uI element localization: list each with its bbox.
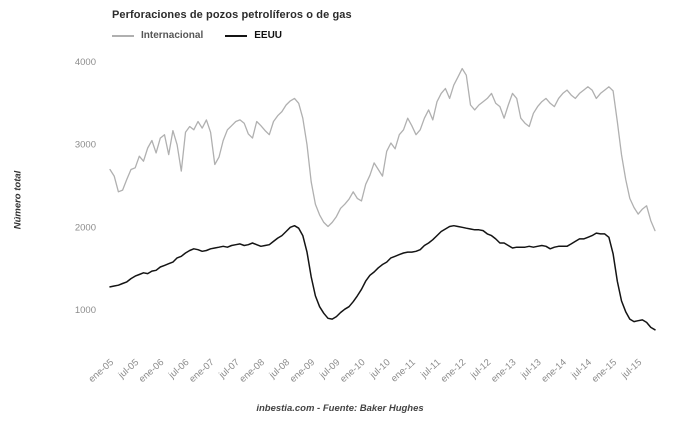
x-tick-label: ene-15 — [590, 357, 619, 385]
internacional-line-swatch — [112, 34, 134, 37]
x-tick-label: ene-09 — [288, 357, 317, 385]
legend: Internacional EEUU — [112, 30, 282, 41]
x-tick-label: ene-10 — [338, 357, 367, 385]
x-tick-label: ene-14 — [539, 357, 568, 385]
internacional-line — [109, 67, 656, 232]
legend-item-internacional: Internacional — [112, 30, 203, 41]
x-tick-label: ene-13 — [489, 357, 518, 385]
x-tick-label: jul-10 — [367, 357, 392, 381]
y-tick-label: 3000 — [75, 140, 96, 151]
x-tick-label: ene-07 — [187, 357, 216, 385]
eeuu-line-swatch — [225, 34, 248, 37]
legend-label-internacional: Internacional — [141, 30, 204, 41]
legend-label-eeuu: EEUU — [254, 30, 283, 41]
eeuu-line — [109, 224, 656, 331]
y-tick-label: 1000 — [75, 305, 96, 316]
legend-item-eeuu: EEUU — [225, 30, 282, 41]
source-caption: inbestia.com - Fuente: Baker Hughes — [256, 403, 424, 414]
x-tick-label: ene-05 — [87, 357, 116, 385]
x-tick-label: ene-12 — [439, 357, 468, 385]
x-tick-label: jul-15 — [619, 357, 644, 381]
x-tick-label: ene-06 — [137, 357, 166, 385]
x-tick-label: ene-08 — [238, 357, 267, 385]
x-tick-label: ene-11 — [389, 357, 418, 385]
y-tick-label: 2000 — [75, 222, 96, 233]
chart-title: Perforaciones de pozos petrolíferos o de… — [112, 9, 352, 21]
y-tick-label: 4000 — [75, 57, 96, 68]
